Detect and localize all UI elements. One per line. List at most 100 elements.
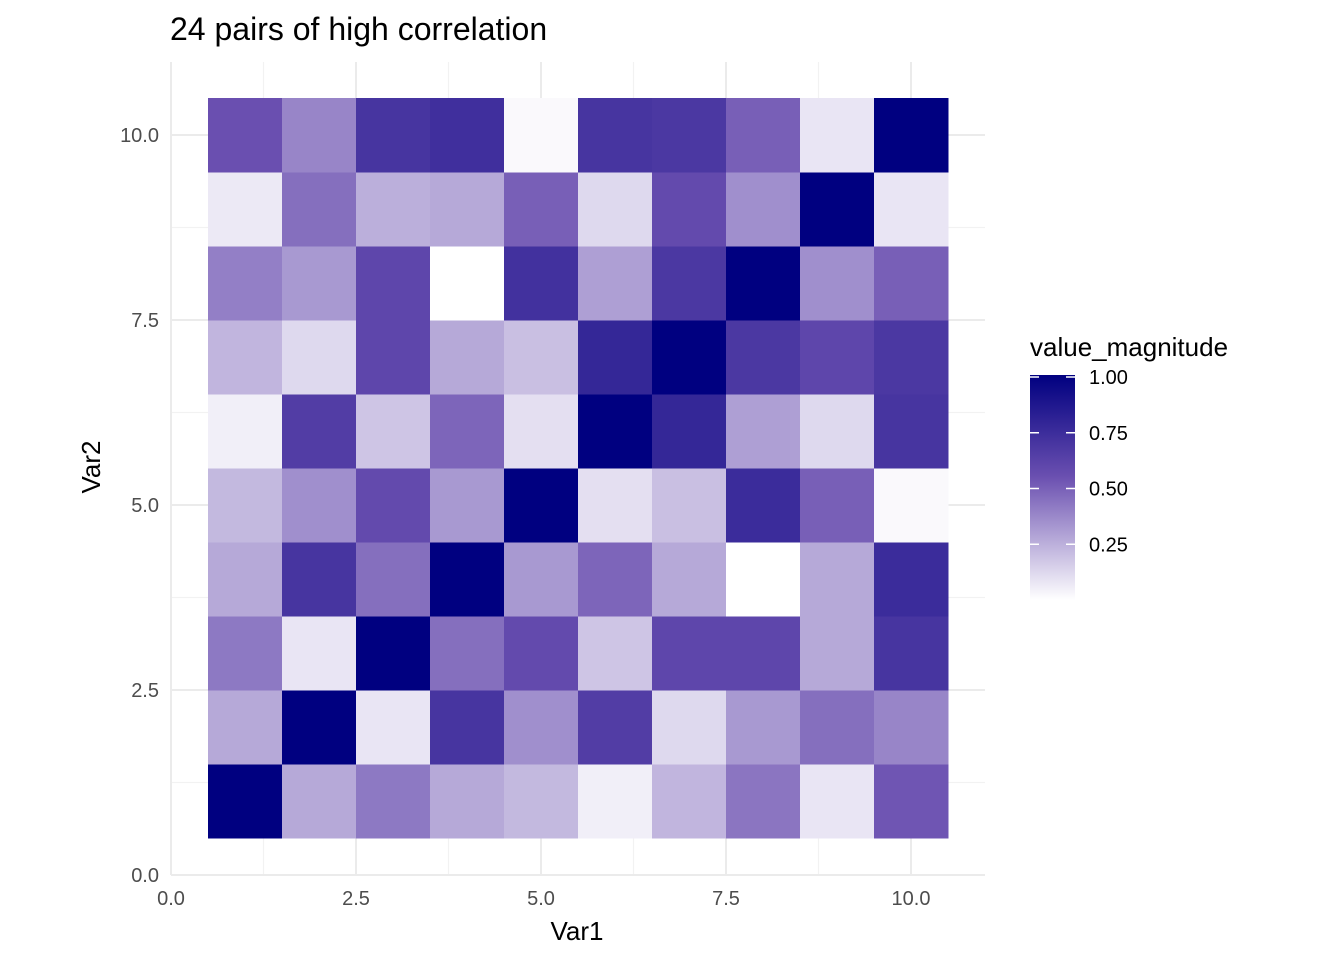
legend-tick-label: 0.25: [1089, 534, 1128, 556]
heatmap-tile: [874, 690, 949, 765]
heatmap-tile: [504, 542, 579, 617]
heatmap-tile: [578, 468, 653, 543]
heatmap-tile: [430, 616, 505, 691]
heatmap-tile: [282, 764, 357, 839]
heatmap-tile: [356, 616, 431, 691]
heatmap-tile: [652, 98, 727, 173]
x-tick-label: 10.0: [892, 888, 931, 910]
heatmap-tile: [356, 246, 431, 321]
heatmap-tile: [282, 468, 357, 543]
heatmap-tile: [874, 172, 949, 247]
heatmap-tile: [578, 246, 653, 321]
legend-tick-label: 0.75: [1089, 423, 1128, 445]
heatmap-tile: [578, 616, 653, 691]
heatmap-tile: [504, 246, 579, 321]
heatmap-tile: [800, 394, 875, 469]
heatmap-tile: [208, 394, 283, 469]
heatmap-tile: [578, 394, 653, 469]
heatmap-tile: [874, 98, 949, 173]
heatmap-tile: [356, 468, 431, 543]
heatmap-tile: [652, 320, 727, 395]
heatmap-tile: [430, 690, 505, 765]
heatmap-tile: [208, 246, 283, 321]
y-tick-label: 2.5: [131, 680, 159, 702]
heatmap-tile: [504, 172, 579, 247]
heatmap-tile: [356, 764, 431, 839]
chart-title: 24 pairs of high correlation: [170, 11, 547, 47]
legend-colorbar: [1030, 375, 1075, 600]
heatmap-tile: [726, 394, 801, 469]
heatmap-tile: [726, 468, 801, 543]
heatmap-tile: [504, 98, 579, 173]
heatmap-tile: [800, 616, 875, 691]
heatmap-tile: [652, 690, 727, 765]
heatmap-tile: [504, 468, 579, 543]
heatmap-tile: [874, 320, 949, 395]
heatmap-tile: [356, 98, 431, 173]
heatmap-tile: [578, 98, 653, 173]
legend-tick-label: 1.00: [1089, 367, 1128, 389]
heatmap-tile: [430, 394, 505, 469]
heatmap-tile: [800, 320, 875, 395]
heatmap-tile: [282, 98, 357, 173]
y-axis-title: Var2: [76, 441, 106, 494]
heatmap-tile: [652, 394, 727, 469]
heatmap-tile: [356, 172, 431, 247]
heatmap-tile: [356, 320, 431, 395]
heatmap-tile: [726, 172, 801, 247]
heatmap-tile: [356, 394, 431, 469]
x-tick-label: 2.5: [342, 888, 370, 910]
heatmap-tile: [208, 98, 283, 173]
heatmap-tile: [430, 764, 505, 839]
color-legend: value_magnitude 0.25 0.50 0.75 1.00: [1030, 332, 1228, 600]
y-tick-label: 7.5: [131, 310, 159, 332]
heatmap-tile: [726, 764, 801, 839]
heatmap-tile: [578, 690, 653, 765]
heatmap-tile: [800, 764, 875, 839]
heatmap-tile: [652, 246, 727, 321]
heatmap-tile: [504, 764, 579, 839]
heatmap-tile: [578, 542, 653, 617]
heatmap-tile: [726, 320, 801, 395]
heatmap-tile: [208, 320, 283, 395]
heatmap-tile: [652, 172, 727, 247]
heatmap-tile: [800, 98, 875, 173]
heatmap-tile: [726, 98, 801, 173]
heatmap-tile: [208, 616, 283, 691]
heatmap-tile: [578, 320, 653, 395]
heatmap-tile: [726, 616, 801, 691]
heatmap-tile: [430, 246, 505, 321]
legend-ticks: 0.25 0.50 0.75 1.00: [1030, 367, 1128, 556]
heatmap-tile: [652, 764, 727, 839]
heatmap-tile: [504, 394, 579, 469]
x-axis-ticks: 0.0 2.5 5.0 7.5 10.0: [157, 888, 930, 910]
heatmap-tile: [282, 394, 357, 469]
heatmap-tile: [874, 542, 949, 617]
y-tick-label: 5.0: [131, 495, 159, 517]
heatmap-tile: [208, 690, 283, 765]
heatmap-tile: [652, 468, 727, 543]
heatmap-tile: [874, 394, 949, 469]
heatmap-tile: [874, 616, 949, 691]
x-tick-label: 5.0: [527, 888, 555, 910]
heatmap-tile: [800, 468, 875, 543]
heatmap-tile: [356, 542, 431, 617]
heatmap-tile: [282, 616, 357, 691]
heatmap-tile: [504, 616, 579, 691]
heatmap-tile: [430, 320, 505, 395]
heatmap-tile: [430, 172, 505, 247]
heatmap-tile: [208, 172, 283, 247]
heatmap-tile: [652, 542, 727, 617]
y-tick-label: 0.0: [131, 865, 159, 887]
heatmap-tile: [874, 246, 949, 321]
heatmap-tile: [874, 468, 949, 543]
heatmap-tile: [800, 172, 875, 247]
heatmap-tile: [430, 98, 505, 173]
heatmap-tile: [504, 690, 579, 765]
heatmap-tile: [504, 320, 579, 395]
heatmap-tile: [800, 542, 875, 617]
y-axis-ticks: 0.0 2.5 5.0 7.5 10.0: [120, 125, 159, 887]
heatmap-tile: [726, 542, 801, 617]
heatmap-tile: [282, 172, 357, 247]
